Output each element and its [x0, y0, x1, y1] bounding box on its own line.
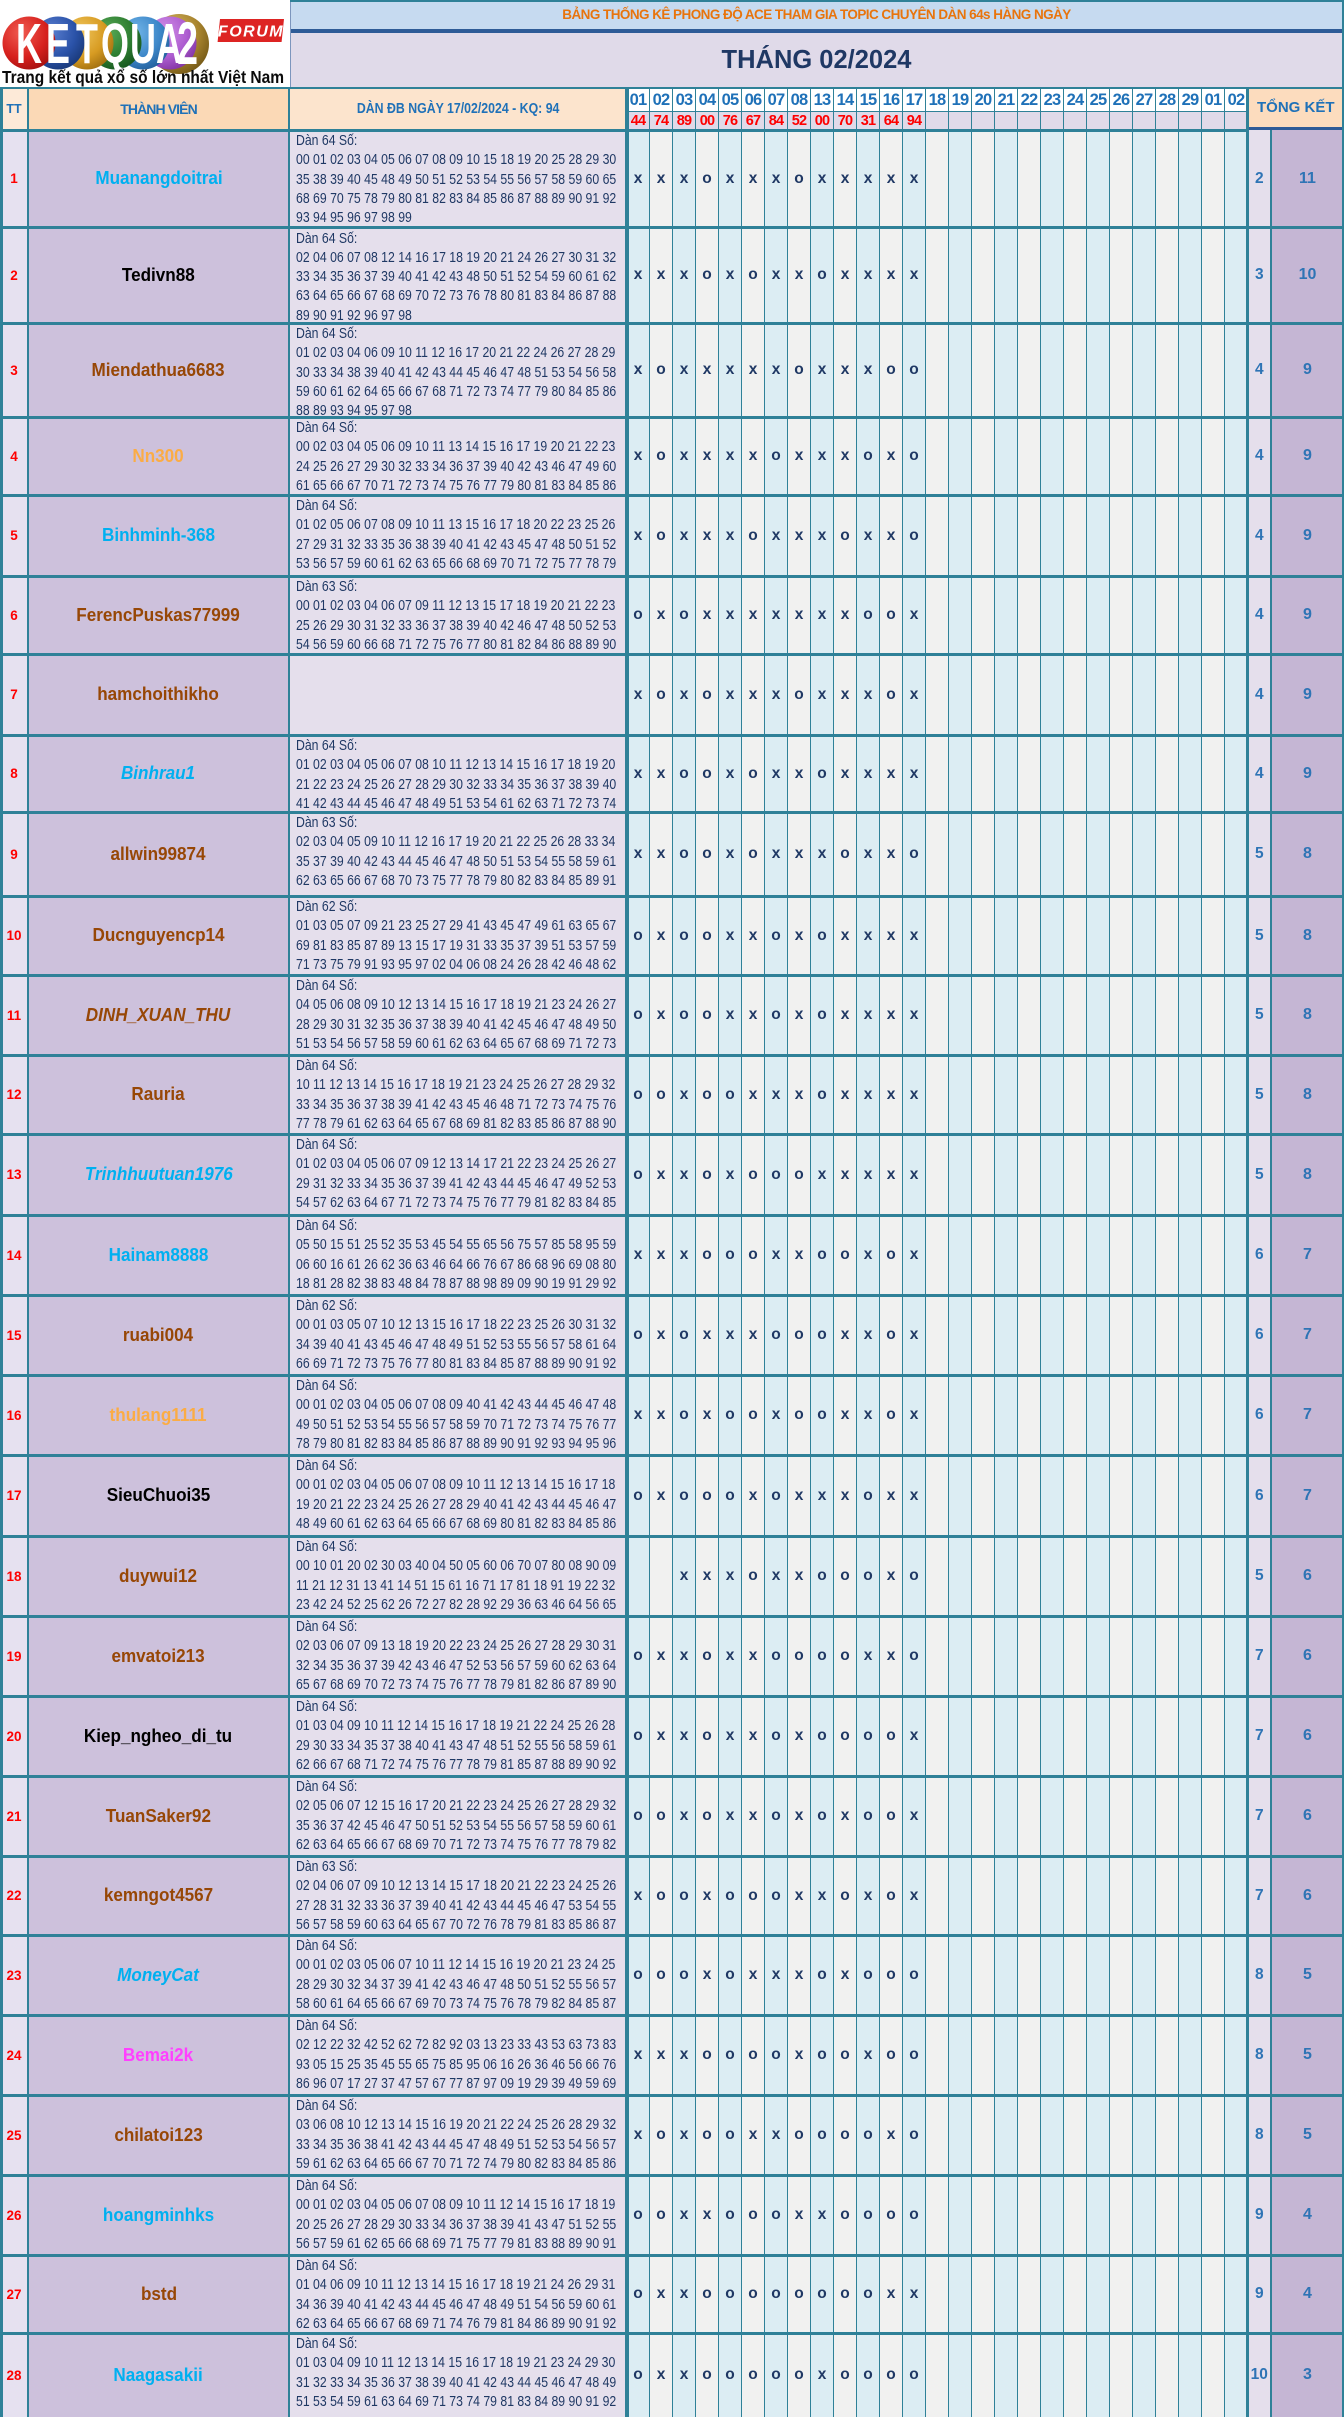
svg-text:T: T: [76, 13, 98, 76]
svg-text:FORUM: FORUM: [218, 24, 284, 41]
svg-text:Trang kết quả xổ số lớn nhất V: Trang kết quả xổ số lớn nhất Việt Nam: [2, 67, 284, 87]
svg-text:U: U: [130, 13, 156, 76]
svg-text:A: A: [156, 13, 182, 76]
svg-text:E: E: [46, 13, 70, 76]
svg-text:K: K: [16, 13, 42, 76]
svg-text:Q: Q: [101, 13, 129, 76]
svg-text:2: 2: [177, 10, 198, 77]
